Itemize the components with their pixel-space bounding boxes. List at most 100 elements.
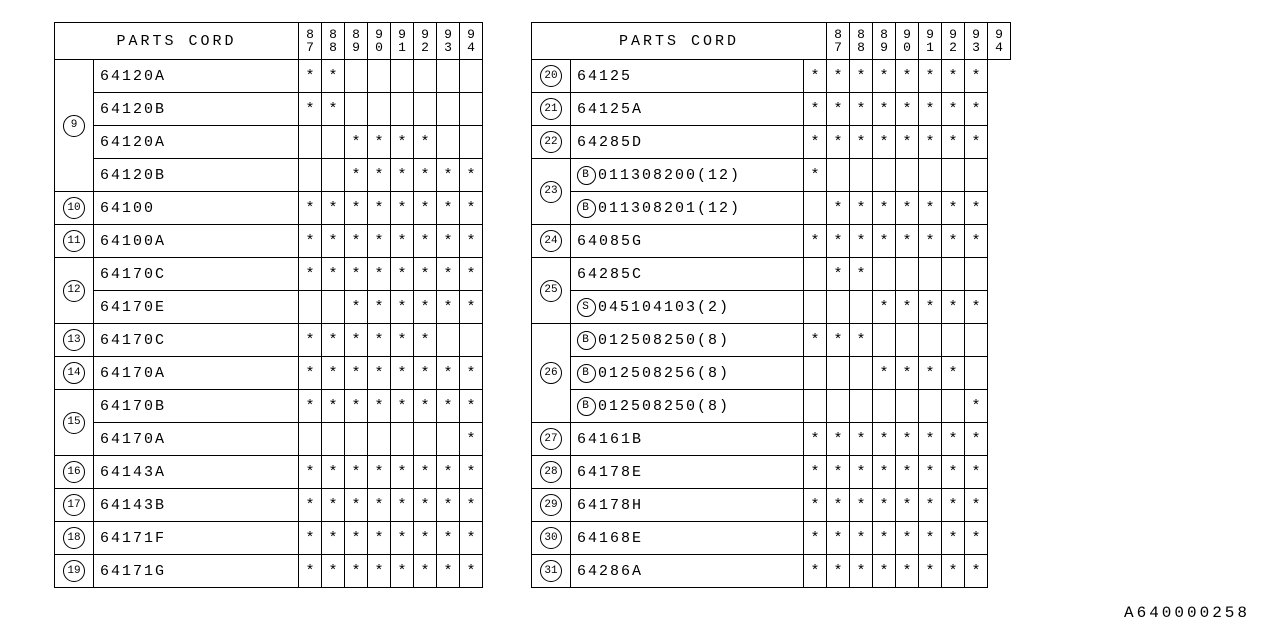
year-mark: * [896,192,919,225]
year-mark: * [965,291,988,324]
row-number: 24 [532,225,571,258]
year-mark: * [965,60,988,93]
year-mark: * [965,522,988,555]
year-mark: * [850,522,873,555]
year-mark: * [460,258,483,291]
year-mark: * [322,324,345,357]
year-mark: * [850,258,873,291]
year-mark: * [827,555,850,588]
row-number: 20 [532,60,571,93]
year-mark [460,60,483,93]
year-mark: * [942,489,965,522]
sub-letter-icon: B [577,397,596,416]
part-code: 64170C [94,258,299,291]
year-mark: * [804,423,827,456]
year-mark: * [391,522,414,555]
year-mark: * [414,357,437,390]
year-mark [345,93,368,126]
year-mark [414,93,437,126]
year-mark: * [437,291,460,324]
year-mark: * [919,522,942,555]
year-mark: * [942,225,965,258]
year-mark [942,390,965,423]
year-mark [368,93,391,126]
year-mark: * [873,423,896,456]
row-number: 11 [55,225,94,258]
row-number: 25 [532,258,571,324]
part-code: B012508256(8) [571,357,804,390]
year-mark [437,126,460,159]
year-mark [873,324,896,357]
year-mark: * [299,324,322,357]
year-header: 92 [942,23,965,60]
year-mark: * [414,192,437,225]
year-mark [345,60,368,93]
sub-letter-icon: B [577,199,596,218]
year-mark: * [896,456,919,489]
year-mark: * [919,291,942,324]
row-number: 22 [532,126,571,159]
year-mark: * [299,489,322,522]
year-mark: * [942,60,965,93]
part-code: 64178H [571,489,804,522]
year-mark [437,324,460,357]
year-mark: * [368,522,391,555]
year-mark: * [850,423,873,456]
year-mark: * [299,192,322,225]
year-mark: * [460,390,483,423]
year-mark [965,357,988,390]
year-mark: * [942,291,965,324]
year-mark [850,291,873,324]
year-mark [368,423,391,456]
year-mark: * [850,60,873,93]
year-header: 92 [414,23,437,60]
year-mark: * [460,225,483,258]
year-mark: * [460,357,483,390]
year-mark: * [850,456,873,489]
year-mark: * [299,522,322,555]
year-mark: * [850,126,873,159]
year-mark: * [942,555,965,588]
year-header: 91 [919,23,942,60]
year-mark: * [965,423,988,456]
year-mark [391,93,414,126]
year-mark: * [919,192,942,225]
year-header: 93 [965,23,988,60]
year-mark [460,126,483,159]
year-mark: * [873,456,896,489]
year-mark: * [322,489,345,522]
year-mark [345,423,368,456]
year-mark: * [414,324,437,357]
year-mark [873,159,896,192]
year-mark [322,126,345,159]
year-mark: * [965,489,988,522]
year-mark [299,126,322,159]
year-mark: * [391,456,414,489]
year-mark [368,60,391,93]
year-mark: * [827,522,850,555]
year-mark [942,258,965,291]
year-mark: * [414,159,437,192]
year-mark [299,159,322,192]
year-mark: * [391,126,414,159]
year-mark: * [942,192,965,225]
year-mark [850,159,873,192]
year-mark: * [896,225,919,258]
year-mark [942,159,965,192]
row-number: 30 [532,522,571,555]
year-header: 89 [873,23,896,60]
year-mark: * [804,456,827,489]
year-mark: * [368,258,391,291]
row-number: 23 [532,159,571,225]
row-number: 28 [532,456,571,489]
year-mark [391,60,414,93]
year-mark: * [460,555,483,588]
row-number: 27 [532,423,571,456]
part-code: 64143A [94,456,299,489]
year-mark: * [299,258,322,291]
row-number: 9 [55,60,94,192]
part-code: 64125 [571,60,804,93]
sub-letter-icon: B [577,166,596,185]
year-header: 88 [322,23,345,60]
header-parts-cord: PARTS CORD [532,23,827,60]
